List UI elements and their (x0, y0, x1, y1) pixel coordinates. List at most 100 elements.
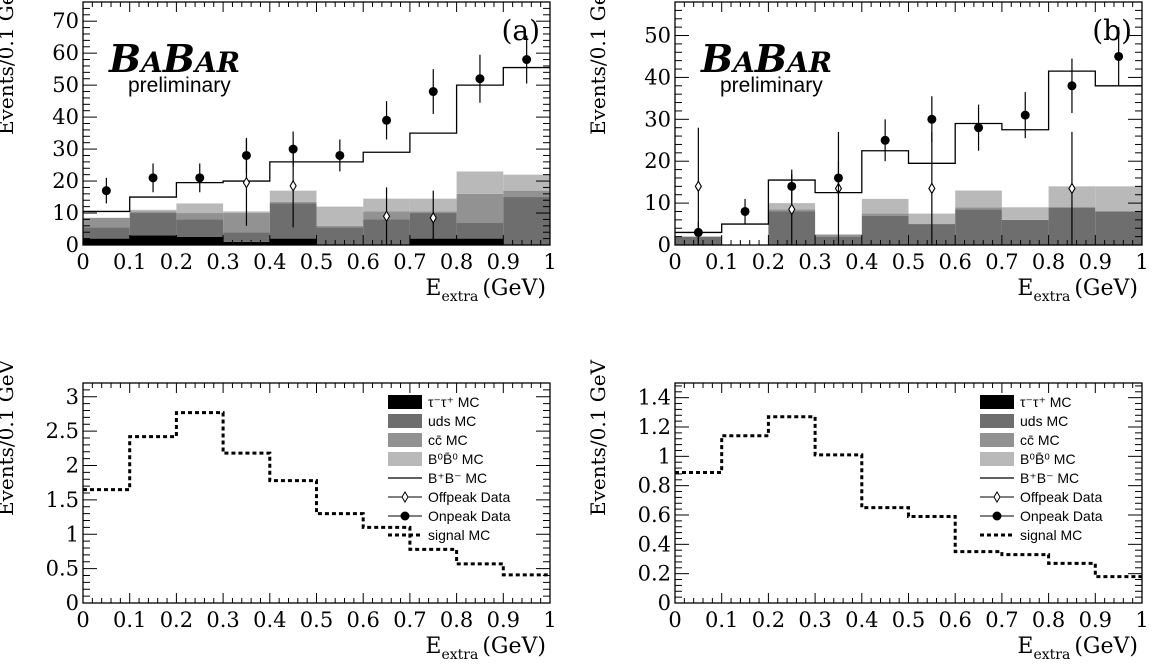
bar-udsMC-9 (1095, 211, 1142, 245)
onpeak-point (335, 150, 345, 160)
onpeak-point (288, 144, 298, 154)
x-axis-label: Eextra (GeV) (1017, 634, 1138, 663)
x-tick-label: 0.2 (160, 608, 193, 632)
legend-label: Onpeak Data (428, 508, 511, 524)
x-tick-label: 0.2 (752, 608, 785, 632)
legend-dot (400, 511, 410, 521)
y-axis-label: Events/0.1 GeV (586, 359, 610, 516)
x-tick-label: 0.5 (892, 250, 925, 274)
bpbm-mc-line (675, 70, 1142, 234)
offpeak-point (928, 182, 936, 195)
y-tick-label: 1.4 (638, 386, 671, 410)
x-tick-label: 0.6 (346, 608, 379, 632)
x-axis-label-unit: (GeV) (482, 634, 546, 659)
x-tick-label: 0.9 (487, 250, 520, 274)
x-tick-label: 0.8 (440, 250, 473, 274)
legend-label: τ⁻τ⁺ MC (428, 394, 480, 410)
x-tick-label: 0.9 (1079, 250, 1112, 274)
legend-label: Onpeak Data (1020, 508, 1103, 524)
offpeak-point (429, 211, 437, 224)
bar-ccMC-0 (83, 217, 130, 228)
babar-logo-part: AR (784, 46, 832, 79)
x-tick-label: 0.7 (985, 250, 1018, 274)
bar-udsMC-1 (129, 213, 177, 236)
legend-label: signal MC (428, 527, 490, 543)
y-axis-label: Events/0.1 GeV (586, 0, 610, 135)
x-axis-label-main: E (425, 276, 441, 301)
legend-label: Offpeak Data (428, 489, 510, 505)
panel-label: (b) (1092, 14, 1132, 47)
onpeak-point (382, 115, 392, 125)
x-tick-label: 0.4 (845, 608, 878, 632)
bar-ccMC-2 (176, 213, 224, 220)
x-tick-label: 1 (543, 250, 556, 274)
y-tick-label: 0 (658, 591, 671, 615)
legend-label: uds MC (1020, 413, 1068, 429)
babar-logo-part: B (754, 36, 787, 81)
bar-ccMC-5 (316, 225, 364, 228)
bar-MC-2 (176, 237, 224, 245)
x-tick-label: 1 (543, 608, 556, 632)
legend-swatch (388, 395, 422, 409)
bar-udsMC-5 (316, 227, 364, 245)
onpeak-point (475, 74, 485, 84)
bar-udsMC-6 (955, 209, 1002, 245)
bar-BBMC-9 (1095, 186, 1142, 212)
y-tick-label: 1.5 (46, 488, 79, 512)
y-axis-label: Events/0.1 GeV (0, 0, 18, 135)
onpeak-point (1067, 81, 1077, 91)
x-tick-label: 0.8 (1032, 608, 1065, 632)
legend-label: cc̄ MC (1020, 432, 1060, 448)
y-tick-label: 0 (66, 233, 79, 257)
bar-udsMC-7 (1001, 219, 1049, 245)
chart-panel-3: 0 0.1 0.2 0.3 0.4 0.5 0.6 0.7 0.8 0.9 1 0 0.5 1 1.5 2 2.… (0, 359, 557, 663)
legend-swatch (980, 395, 1014, 409)
x-tick-label: 0.8 (1032, 250, 1065, 274)
onpeak-point (880, 135, 890, 145)
x-tick-label: 0.1 (113, 250, 146, 274)
babar-logo-part: AR (192, 46, 240, 79)
legend-diamond (993, 491, 1001, 503)
onpeak-point (833, 173, 843, 183)
offpeak-point (694, 180, 702, 193)
onpeak-point (787, 181, 797, 191)
onpeak-point (974, 123, 984, 133)
x-axis-label-sub: extra (1033, 289, 1070, 305)
offpeak-point (242, 176, 251, 189)
legend-swatch (980, 433, 1014, 447)
x-tick-label: 0.7 (393, 250, 426, 274)
panel-label: (a) (501, 14, 540, 47)
x-axis-label-main: E (1017, 634, 1033, 659)
y-tick-label: 20 (52, 169, 79, 193)
x-tick-label: 0.5 (300, 250, 333, 274)
bar-MC-3 (223, 241, 270, 245)
y-tick-label: 70 (52, 9, 79, 33)
y-tick-label: 1 (66, 522, 79, 546)
bar-udsMC-8 (456, 222, 504, 239)
x-tick-label: 0.4 (253, 250, 286, 274)
onpeak-point (693, 227, 703, 237)
bar-BBMC-1 (129, 209, 177, 212)
legend-dot (992, 511, 1002, 521)
bar-udsMC-2 (176, 219, 224, 238)
y-tick-label: 1.2 (638, 415, 671, 439)
y-tick-label: 20 (644, 149, 671, 173)
onpeak-point (428, 87, 438, 97)
x-tick-label: 0.7 (393, 608, 426, 632)
x-tick-label: 0.2 (752, 250, 785, 274)
x-tick-label: 0.6 (938, 250, 971, 274)
y-tick-label: 50 (52, 73, 79, 97)
offpeak-point (382, 210, 391, 223)
x-tick-label: 0.9 (1079, 608, 1112, 632)
x-axis-label-sub: extra (1033, 647, 1070, 663)
bar-ccMC-9 (503, 190, 550, 198)
bar-udsMC-3 (223, 232, 270, 242)
bar-udsMC-0 (83, 227, 130, 239)
x-tick-label: 0 (76, 250, 89, 274)
bar-udsMC-9 (503, 197, 550, 245)
bar-ccMC-6 (955, 207, 1002, 210)
bar-BBMC-6 (955, 190, 1002, 208)
onpeak-point (740, 206, 750, 216)
bpbm-mc-line (83, 66, 550, 213)
bar-MC-4 (269, 238, 317, 245)
